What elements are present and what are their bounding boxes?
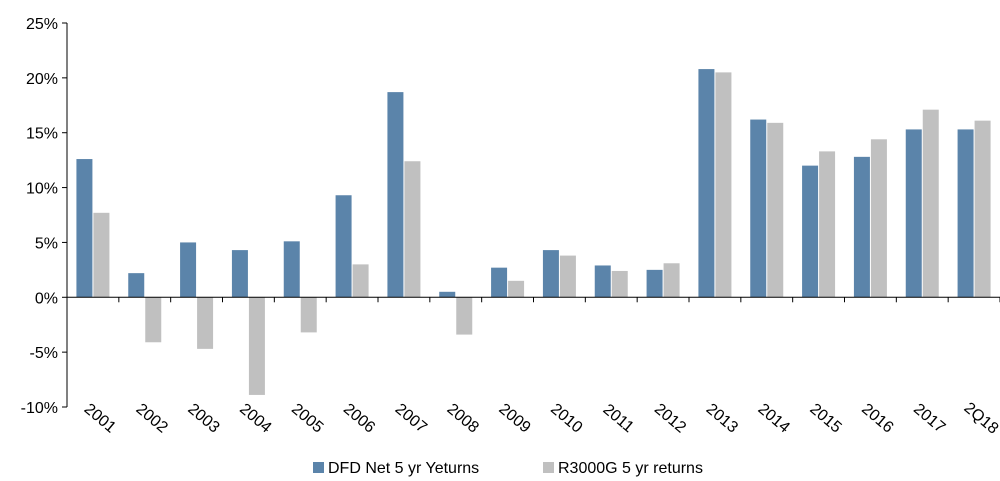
bar-r3000g-2004 [248, 297, 265, 395]
bar-r3000g-2003 [197, 297, 214, 349]
y-tick-label: 5% [35, 235, 58, 252]
bar-r3000g-2009 [508, 280, 525, 298]
bar-r3000g-2017 [922, 109, 939, 298]
bar-r3000g-2001 [93, 212, 110, 298]
bar-dfd-2016 [853, 156, 870, 298]
bar-r3000g-2006 [352, 264, 369, 298]
y-tick-label: 10% [26, 181, 58, 198]
x-tick-label: 2003 [184, 401, 222, 437]
bar-dfd-2015 [802, 165, 819, 298]
x-tick-label: 2Q18 [961, 399, 1000, 437]
bar-r3000g-2008 [456, 297, 473, 335]
x-tick-label: 2005 [288, 401, 326, 437]
bar-r3000g-2011 [611, 270, 628, 298]
x-tick-label: 2002 [133, 401, 171, 437]
y-tick-label: -10% [21, 400, 58, 417]
bar-r3000g-2007 [404, 161, 421, 298]
bar-dfd-2011 [594, 265, 611, 298]
bars [76, 69, 991, 395]
x-tick-label: 2011 [600, 401, 637, 436]
bar-dfd-2004 [231, 250, 248, 298]
bar-r3000g-2013 [715, 72, 732, 298]
legend-label-dfd: DFD Net 5 yr Yeturns [328, 460, 479, 477]
bar-r3000g-2010 [559, 255, 576, 298]
x-tick-label: 2012 [651, 401, 689, 437]
bar-r3000g-2016 [870, 139, 887, 298]
bar-dfd-2007 [387, 92, 404, 298]
bar-dfd-2008 [439, 291, 456, 298]
y-axis: 25% 20% 15% 10% 5% 0% -5% -10% [21, 16, 68, 417]
bar-dfd-2017 [905, 129, 922, 298]
bar-r3000g-2012 [663, 263, 680, 298]
x-tick-label: 2008 [444, 401, 482, 437]
x-tick-label: 2017 [910, 401, 948, 437]
x-tick-label: 2010 [547, 401, 585, 437]
bar-dfd-2010 [542, 250, 559, 298]
bar-dfd-2006 [335, 195, 352, 298]
bar-r3000g-2q18 [974, 120, 991, 298]
x-tick-label: 2009 [495, 401, 533, 437]
x-tick-label: 2014 [755, 401, 793, 437]
x-tick-label: 2015 [806, 401, 844, 437]
bar-dfd-2012 [646, 269, 663, 298]
legend-label-r3000g: R3000G 5 yr returns [558, 460, 703, 477]
bar-r3000g-2015 [819, 151, 836, 298]
legend: DFD Net 5 yr Yeturns R3000G 5 yr returns [313, 460, 703, 477]
x-tick-label: 2013 [703, 401, 741, 437]
y-tick-label: -5% [30, 345, 58, 362]
x-tick-label: 2004 [236, 401, 274, 437]
y-tick-label: 15% [26, 126, 58, 143]
bar-dfd-2014 [750, 119, 767, 298]
bar-r3000g-2002 [145, 297, 162, 343]
bar-dfd-2002 [128, 273, 145, 298]
y-tick-label: 25% [26, 16, 58, 33]
bar-dfd-2q18 [957, 129, 974, 298]
bar-dfd-2005 [283, 241, 300, 298]
x-tick-label: 2001 [81, 401, 119, 437]
x-tick-label: 2007 [392, 401, 430, 437]
legend-swatch-r3000g [543, 462, 554, 473]
x-tick-label: 2006 [340, 401, 378, 437]
bar-r3000g-2014 [767, 122, 784, 298]
y-tick-label: 0% [35, 290, 58, 307]
bar-r3000g-2005 [300, 297, 317, 333]
y-tick-label: 20% [26, 71, 58, 88]
bar-dfd-2009 [491, 267, 508, 298]
bar-dfd-2001 [76, 159, 93, 298]
bar-dfd-2013 [698, 69, 715, 298]
x-tick-label: 2016 [858, 401, 896, 437]
legend-swatch-dfd [313, 462, 324, 473]
bar-dfd-2003 [180, 242, 197, 298]
